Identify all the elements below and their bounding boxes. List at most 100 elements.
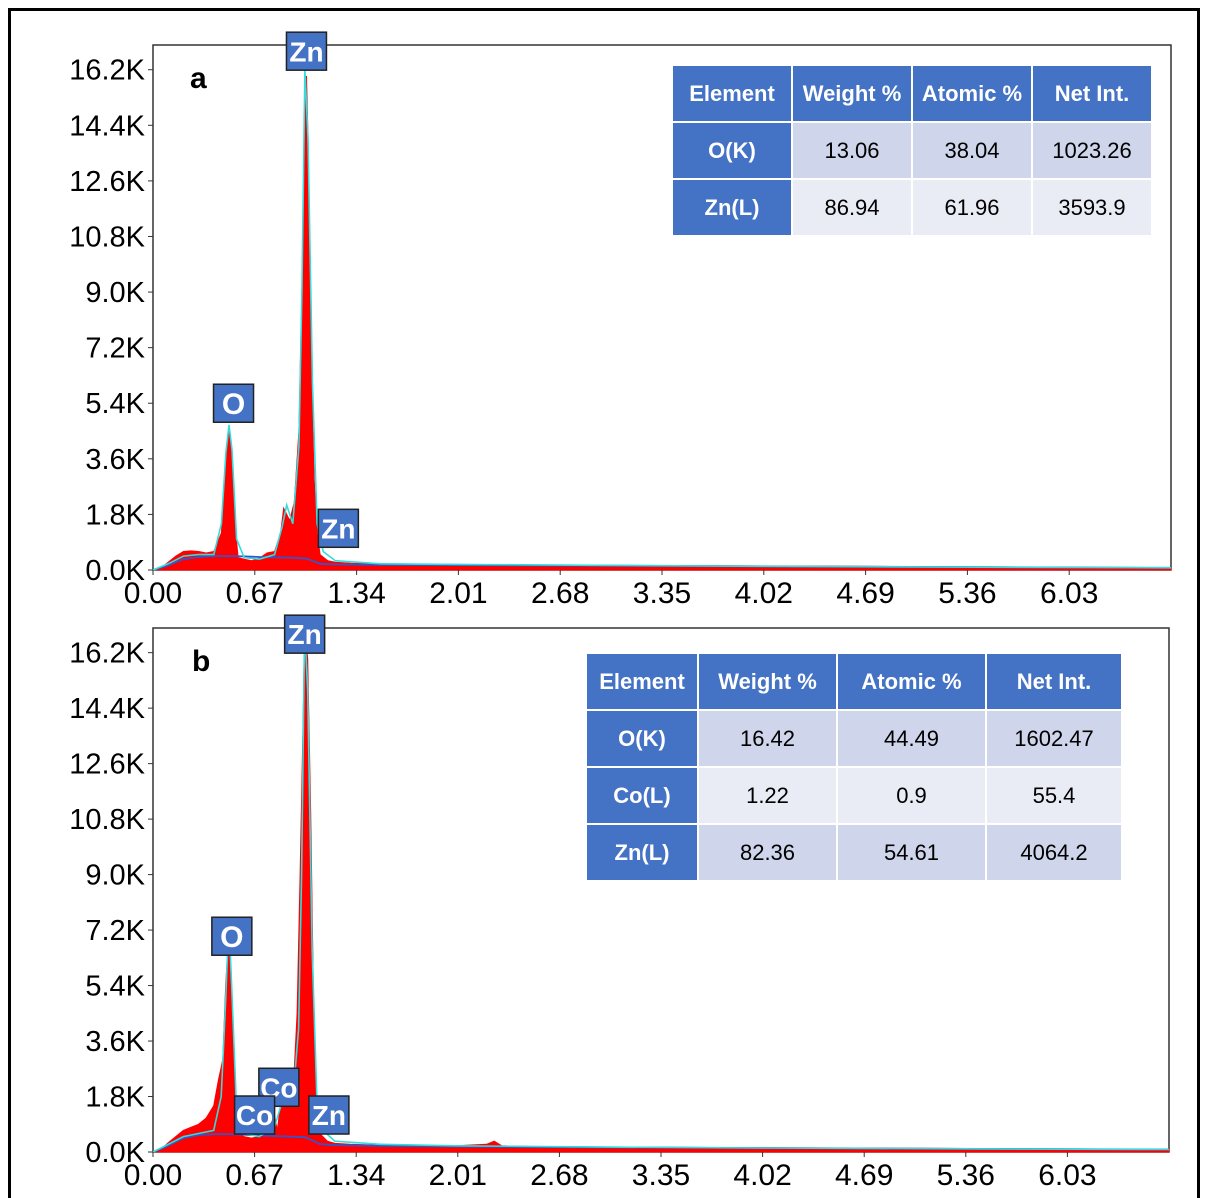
cell-netint: 1602.47 (987, 711, 1121, 766)
x-tick-label: 6.03 (1040, 577, 1098, 610)
y-tick-label: 1.8K (85, 1082, 145, 1114)
x-tick-label: 1.34 (327, 577, 385, 610)
y-tick-label: 3.6K (85, 444, 145, 476)
peak-label-text: Zn (312, 1100, 346, 1131)
table-row: Co(L) 1.22 0.9 55.4 (587, 768, 1121, 823)
cell-atomic: 54.61 (838, 825, 985, 880)
cell-netint: 4064.2 (987, 825, 1121, 880)
peak-label-text: Zn (321, 513, 355, 544)
x-tick-label: 4.69 (836, 577, 894, 610)
table-header-row: Element Weight % Atomic % Net Int. (673, 66, 1151, 121)
header-netint: Net Int. (1033, 66, 1151, 121)
x-tick-label: 1.34 (327, 1159, 385, 1192)
figure-frame (8, 8, 1200, 1198)
peak-label-box (285, 31, 328, 71)
x-tick-label: 2.01 (429, 577, 487, 610)
panel-a: 0.00 0.67 1.34 2.01 2.68 3.35 4.02 4.69 5.36 6.03… (69, 31, 1172, 610)
peak-label: Co (258, 1067, 300, 1108)
x-tick-label: 0.67 (225, 1159, 283, 1192)
peak-label-text: Zn (288, 619, 322, 650)
y-tick-label: 0.0K (85, 555, 145, 587)
x-tick-label: 5.36 (937, 1159, 995, 1192)
peak-label: Zn (317, 508, 360, 549)
peak-label: O (212, 383, 255, 423)
peak-label-box (317, 508, 360, 549)
cell-weight: 82.36 (699, 825, 836, 880)
y-tick-label: 16.2K (69, 638, 145, 670)
eds-table-a: Element Weight % Atomic % Net Int. O(K) … (671, 64, 1153, 237)
cell-netint: 1023.26 (1033, 123, 1151, 178)
table-header-row: Element Weight % Atomic % Net Int. (587, 654, 1121, 709)
peak-label: Zn (308, 1095, 350, 1135)
y-tick-label: 3.6K (85, 1026, 145, 1058)
peak-label-box (258, 1067, 300, 1108)
peak-label-text: Co (236, 1100, 273, 1131)
peak-label-box (308, 1095, 350, 1135)
y-tick-label: 14.4K (69, 110, 145, 142)
peak-label: Zn (283, 614, 326, 654)
cell-weight: 13.06 (793, 123, 911, 178)
peak-label-box (283, 614, 326, 654)
y-tick-label: 14.4K (69, 693, 145, 725)
cell-weight: 1.22 (699, 768, 836, 823)
y-tick-label: 10.8K (69, 804, 145, 836)
cell-netint: 55.4 (987, 768, 1121, 823)
table-row: Zn(L) 86.94 61.96 3593.9 (673, 180, 1151, 235)
table-row: O(K) 13.06 38.04 1023.26 (673, 123, 1151, 178)
panel-letter: b (192, 645, 210, 678)
y-tick-label: 12.6K (69, 166, 145, 198)
peak-label-text: O (222, 388, 245, 421)
y-tick-label: 5.4K (85, 971, 145, 1003)
x-tick-label: 0.67 (226, 577, 284, 610)
y-tick-label: 7.2K (85, 333, 145, 365)
peak-label-box (233, 1095, 276, 1135)
x-tick-label: 0.00 (124, 1159, 182, 1192)
x-tick-label: 3.35 (632, 1159, 690, 1192)
y-tick-label: 10.8K (69, 221, 145, 253)
x-tick-label: 2.01 (429, 1159, 487, 1192)
y-tick-label: 7.2K (85, 915, 145, 947)
x-tick-label: 3.35 (633, 577, 691, 610)
peak-label: O (211, 916, 253, 956)
x-tick-label: 4.69 (835, 1159, 893, 1192)
x-tick-label: 6.03 (1038, 1159, 1096, 1192)
x-tick-label: 2.68 (531, 577, 589, 610)
y-tick-label: 9.0K (85, 277, 145, 309)
cell-element: Co(L) (587, 768, 697, 823)
y-tick-label: 1.8K (85, 499, 145, 531)
peak-label: Zn (285, 31, 328, 71)
x-tick-label: 0.00 (124, 577, 182, 610)
cell-weight: 16.42 (699, 711, 836, 766)
cell-atomic: 61.96 (913, 180, 1031, 235)
table-row: Zn(L) 82.36 54.61 4064.2 (587, 825, 1121, 880)
header-element: Element (587, 654, 697, 709)
header-atomic: Atomic % (838, 654, 985, 709)
x-tick-label: 2.68 (530, 1159, 588, 1192)
cell-atomic: 0.9 (838, 768, 985, 823)
peak-label-text: O (220, 921, 243, 954)
y-tick-label: 0.0K (85, 1137, 145, 1169)
panel-letter: a (190, 62, 207, 95)
header-weight: Weight % (699, 654, 836, 709)
x-tick-label: 5.36 (938, 577, 996, 610)
header-netint: Net Int. (987, 654, 1121, 709)
cell-element: Zn(L) (673, 180, 791, 235)
y-tick-label: 12.6K (69, 749, 145, 781)
peak-label: Co (233, 1095, 276, 1135)
cell-element: O(K) (587, 711, 697, 766)
cell-element: Zn(L) (587, 825, 697, 880)
panel-b: 0.00 0.67 1.34 2.01 2.68 3.35 4.02 4.69 5.36 6.03… (0, 614, 1206, 1198)
y-tick-label: 9.0K (85, 860, 145, 892)
cell-weight: 86.94 (793, 180, 911, 235)
eds-table-b: Element Weight % Atomic % Net Int. O(K) … (585, 652, 1123, 882)
x-tick-label: 4.02 (735, 577, 793, 610)
fit-line (152, 69, 1172, 571)
cell-element: O(K) (673, 123, 791, 178)
cell-atomic: 44.49 (838, 711, 985, 766)
header-element: Element (673, 66, 791, 121)
peak-label-box (212, 383, 255, 423)
y-tick-label: 16.2K (69, 55, 145, 87)
header-atomic: Atomic % (913, 66, 1031, 121)
peak-label-box (211, 916, 253, 956)
y-tick-label: 5.4K (85, 388, 145, 420)
